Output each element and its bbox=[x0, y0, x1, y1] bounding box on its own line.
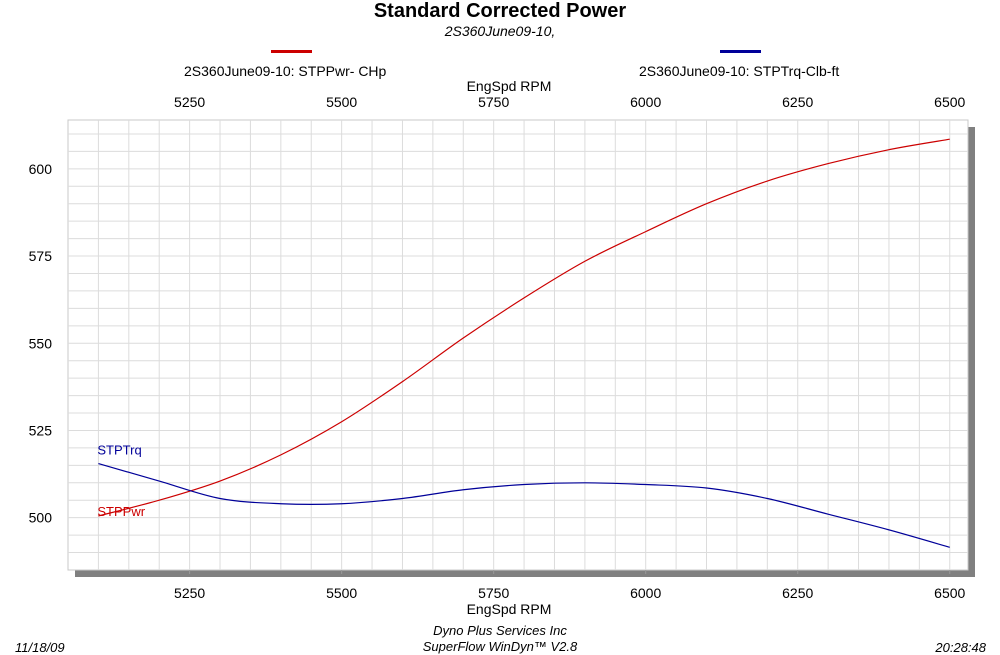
y-tick-label: 575 bbox=[29, 248, 53, 264]
x-tick-label-top: 5750 bbox=[478, 94, 509, 110]
x-tick-label-top: 5500 bbox=[326, 94, 357, 110]
chart-subtitle: 2S360June09-10, bbox=[444, 23, 556, 39]
legend-label-power: 2S360June09-10: STPPwr- CHp bbox=[184, 63, 387, 79]
footer-time: 20:28:48 bbox=[935, 640, 986, 655]
series-line-torque bbox=[98, 463, 950, 548]
y-tick-label: 600 bbox=[29, 161, 53, 177]
x-tick-label-bottom: 6000 bbox=[630, 585, 661, 601]
x-tick-label-bottom: 6250 bbox=[782, 585, 813, 601]
y-tick-label: 525 bbox=[29, 422, 53, 438]
plot-frame bbox=[67, 119, 969, 571]
series-label-torque: STPTrq bbox=[97, 443, 141, 458]
y-tick-label: 550 bbox=[29, 335, 53, 351]
x-tick-label-bottom: 5750 bbox=[478, 585, 509, 601]
x-tick-label-top: 5250 bbox=[174, 94, 205, 110]
legend-swatch-torque bbox=[720, 50, 761, 53]
series-line-power bbox=[98, 138, 950, 517]
x-tick-label-top: 6500 bbox=[934, 94, 965, 110]
x-axis-title-top: EngSpd RPM bbox=[466, 78, 552, 94]
x-tick-label-bottom: 6500 bbox=[934, 585, 965, 601]
x-tick-label-top: 6000 bbox=[630, 94, 661, 110]
footer-date: 11/18/09 bbox=[15, 640, 65, 655]
x-tick-label-bottom: 5500 bbox=[326, 585, 357, 601]
chart-title: Standard Corrected Power bbox=[373, 0, 627, 22]
y-tick-label: 500 bbox=[29, 510, 53, 526]
x-axis-title-bottom: EngSpd RPM bbox=[466, 601, 552, 617]
footer-software: SuperFlow WinDyn™ V2.8 bbox=[422, 639, 578, 654]
legend-swatch-power bbox=[271, 50, 312, 53]
x-tick-label-top: 6250 bbox=[782, 94, 813, 110]
footer-company: Dyno Plus Services Inc bbox=[433, 623, 567, 638]
x-tick-label-bottom: 5250 bbox=[174, 585, 205, 601]
legend-label-torque: 2S360June09-10: STPTrq-Clb-ft bbox=[639, 63, 840, 79]
series-label-power: STPPwr bbox=[97, 504, 145, 519]
